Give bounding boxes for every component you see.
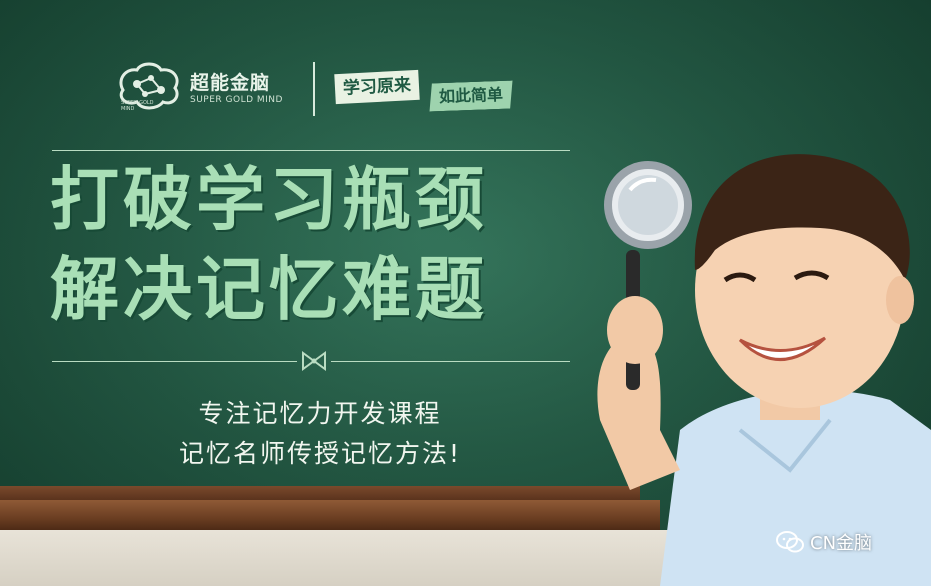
brand-name-en: SUPER GOLD MIND: [190, 95, 283, 105]
board-frame-top: [0, 486, 640, 500]
watermark: CN金脑: [776, 529, 872, 555]
headline-bottom-rule-right: [331, 361, 570, 362]
tagline-part1: 学习原来: [334, 69, 420, 105]
headline-line2: 解决记忆难题: [50, 250, 488, 330]
headline-top-rule: [52, 150, 570, 151]
wechat-icon: [776, 531, 804, 553]
subtitle-line2: 记忆名师传授记忆方法!: [178, 439, 462, 468]
logo-small-text: SUPER GOLD MIND: [121, 100, 154, 112]
tagline-part2: 如此简单: [429, 81, 514, 112]
watermark-text: CN金脑: [810, 533, 873, 554]
kid-with-magnifier-illustration: [597, 154, 931, 586]
brand-logo: SUPER GOLD MIND 超能金脑 SUPER GOLD MIND: [113, 60, 303, 120]
brain-logo-icon: [119, 62, 179, 110]
brand-name-cn: 超能金脑: [190, 72, 271, 94]
board-ledge: [0, 500, 660, 530]
headline-bottom-rule-left: [52, 361, 297, 362]
headline-line1: 打破学习瓶颈: [50, 160, 488, 240]
header-divider: [313, 62, 315, 116]
bow-icon: [302, 351, 326, 371]
board-ledge-base: [0, 530, 680, 586]
subtitle-line1: 专注记忆力开发课程: [198, 399, 442, 428]
